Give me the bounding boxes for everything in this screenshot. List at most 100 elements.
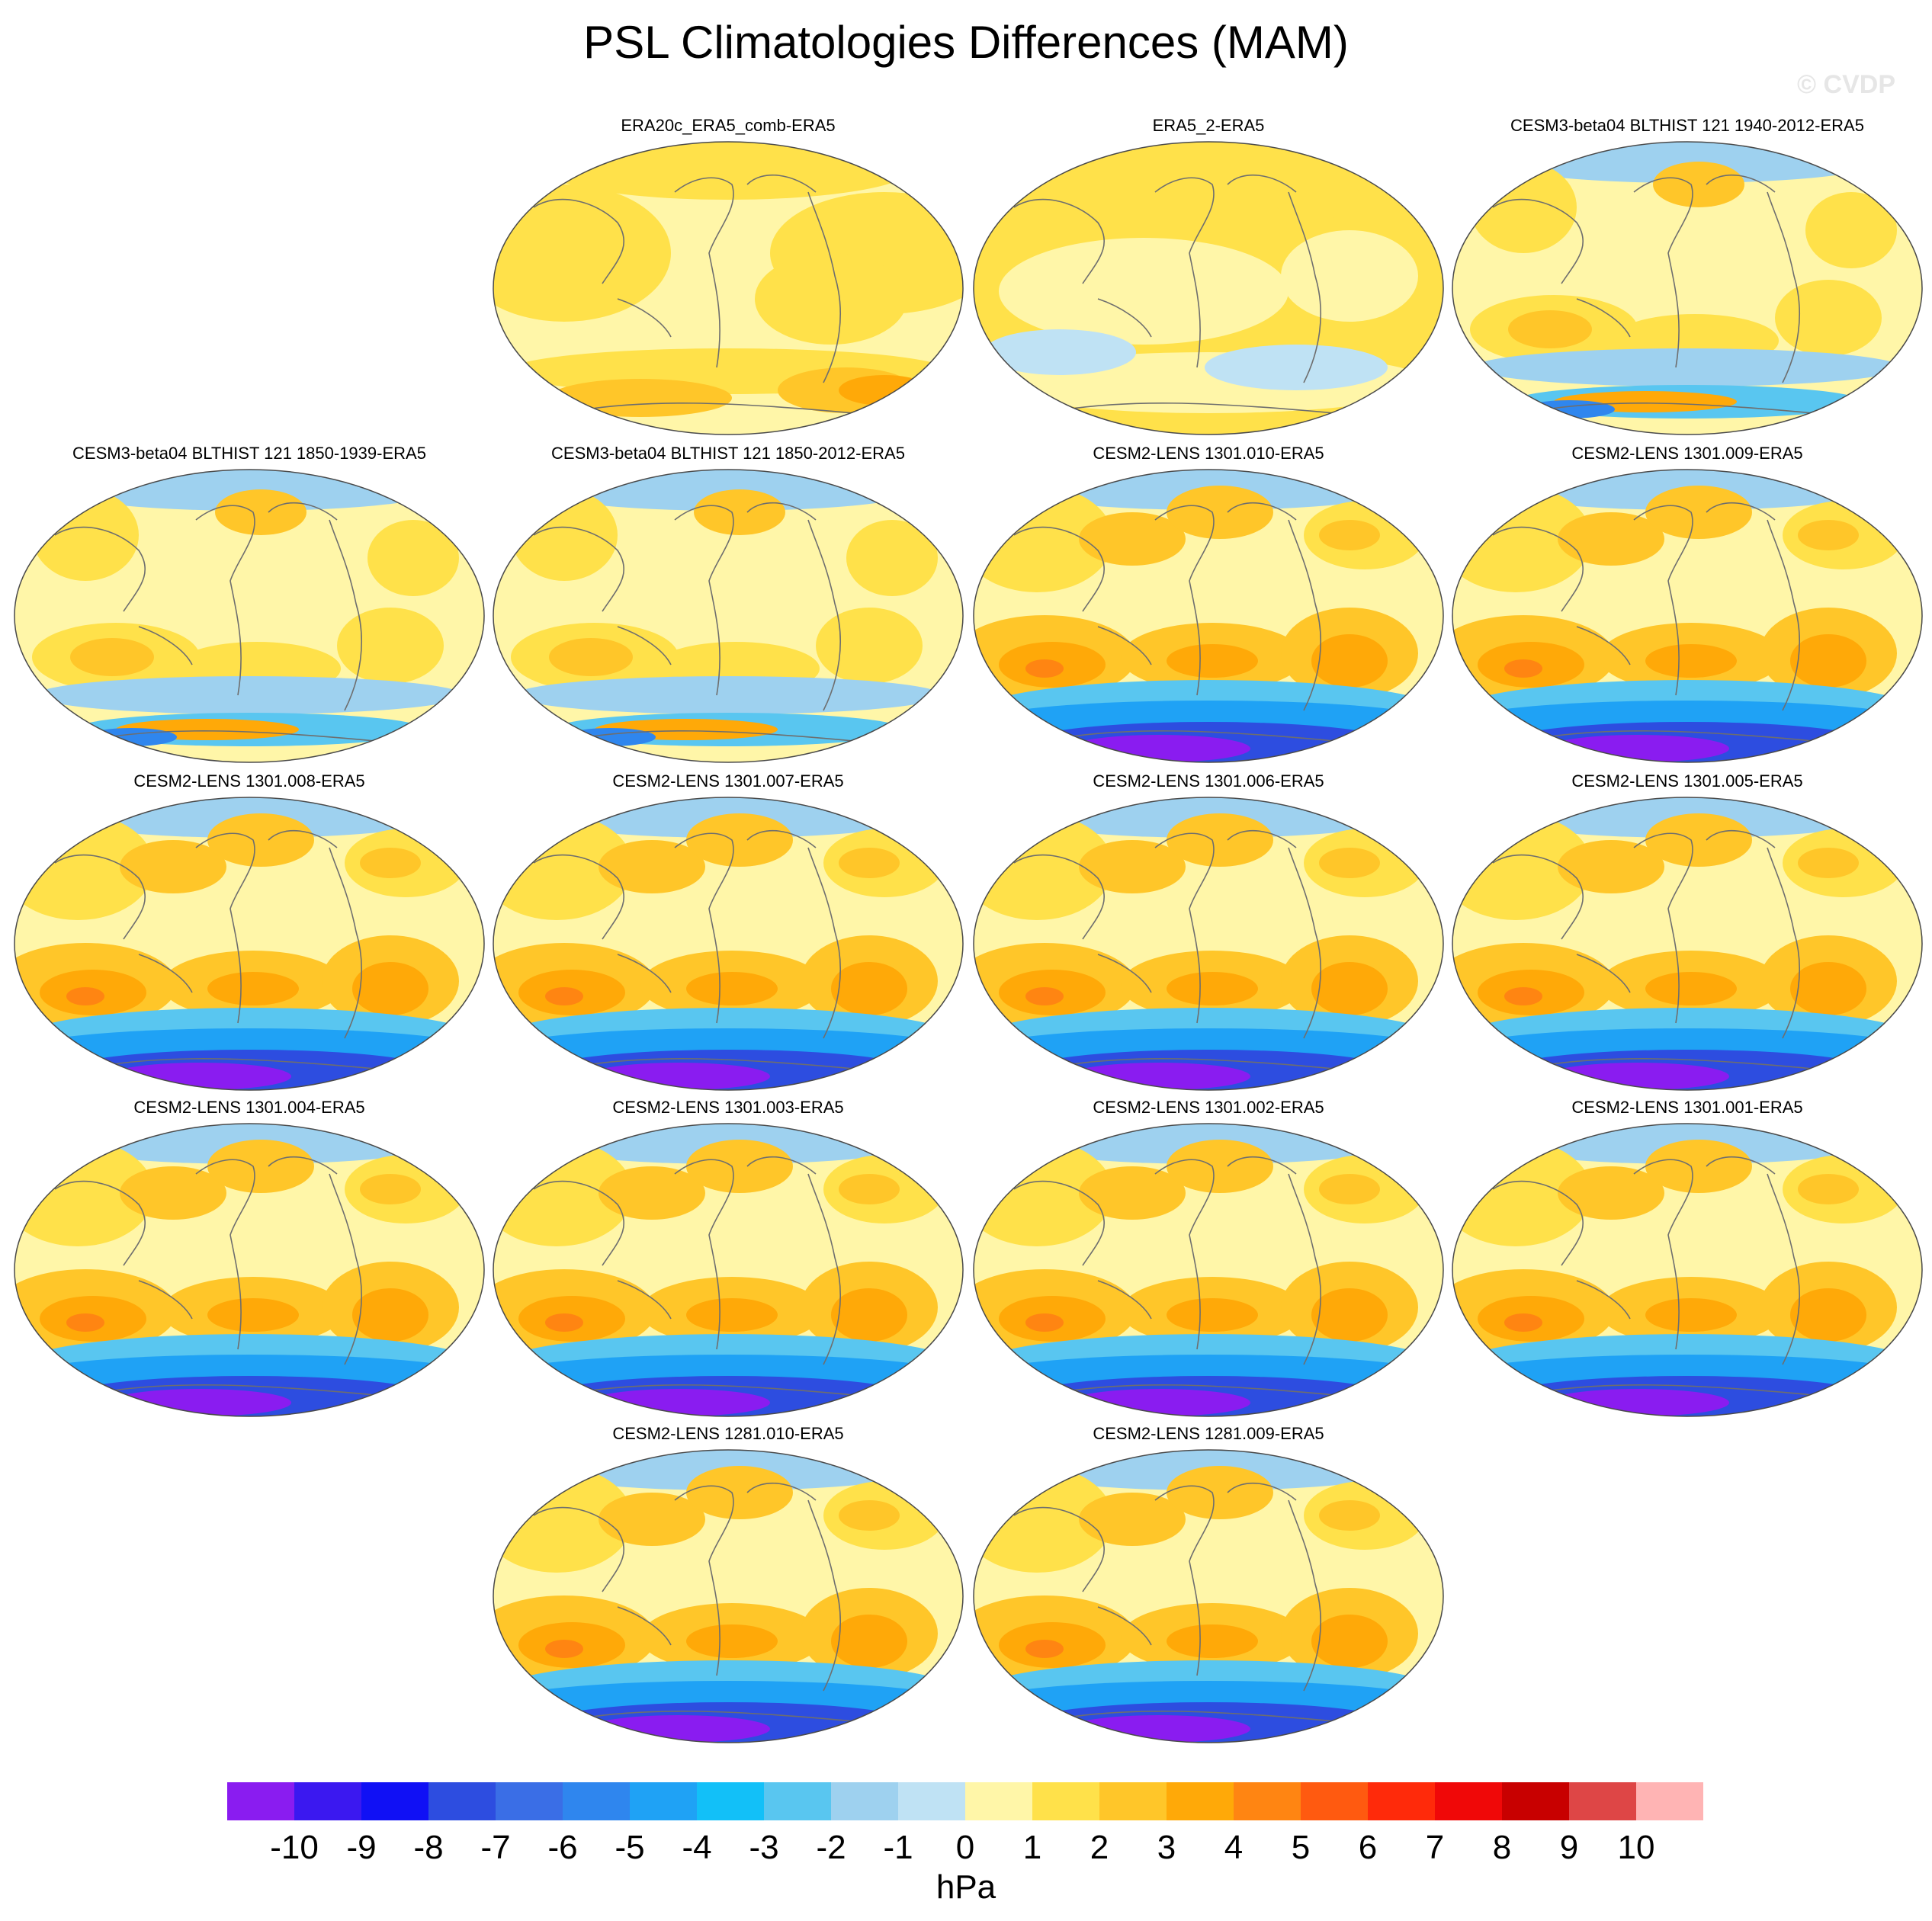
colorbar-tick-label: 8 [1492, 1829, 1512, 1866]
contour-region [1645, 813, 1752, 867]
robinson-map [1452, 1123, 1923, 1417]
coastline [563, 402, 855, 414]
colorbar-tick-label: -2 [816, 1829, 846, 1866]
contour-region [599, 840, 705, 893]
coastline [533, 1180, 625, 1266]
contour-region [587, 1063, 770, 1090]
map-panel: ERA5_2-ERA5 [968, 114, 1449, 442]
panel-title: CESM3-beta04 BLTHIST 121 1850-1939-ERA5 [72, 444, 426, 463]
contour-region [587, 1715, 770, 1743]
map-border [1452, 797, 1923, 1091]
colorbar-tick-label: 4 [1224, 1829, 1244, 1866]
contour-region [1167, 1624, 1258, 1658]
contour-region [215, 489, 306, 535]
colorbar-tick-label: 5 [1291, 1829, 1311, 1866]
contour-region [1798, 848, 1859, 878]
contour-region [1558, 1166, 1664, 1220]
coastline [617, 954, 672, 993]
coastline [1097, 1606, 1152, 1646]
contour-region [1025, 1313, 1064, 1332]
map-border [493, 1123, 964, 1417]
robinson-map [1452, 797, 1923, 1091]
contour-region [1546, 1389, 1729, 1416]
contour-region [120, 840, 226, 893]
contour-region [545, 1640, 583, 1658]
coastline [85, 1384, 376, 1396]
coastline [617, 626, 672, 665]
coastline [1097, 626, 1152, 665]
coastline [1044, 1711, 1335, 1722]
coastline [329, 1173, 362, 1365]
colorbar-tick-label: -7 [480, 1829, 511, 1866]
panel-title: CESM2-LENS 1301.008-ERA5 [133, 771, 365, 791]
coastline [1767, 1173, 1800, 1365]
panel-title: ERA20c_ERA5_comb-ERA5 [621, 116, 836, 135]
contour-region [1167, 1298, 1258, 1332]
panel-title: CESM2-LENS 1301.010-ERA5 [1093, 444, 1324, 463]
contour-region [1205, 345, 1388, 390]
contour-region [1558, 840, 1664, 893]
panel-title: CESM2-LENS 1301.004-ERA5 [133, 1098, 365, 1117]
colorbar-swatch [294, 1782, 362, 1820]
colorbar-swatch [1636, 1782, 1703, 1820]
contour-region [755, 253, 907, 345]
colorbar-swatch [1435, 1782, 1503, 1820]
contour-region [1798, 520, 1859, 550]
coastline [1013, 198, 1106, 284]
coastline [563, 730, 855, 742]
contour-region [846, 520, 938, 596]
contour-region [32, 489, 139, 581]
colorbar-swatch [1032, 1782, 1100, 1820]
robinson-map [493, 469, 964, 763]
contour-region [694, 489, 785, 535]
contour-region [1079, 1166, 1186, 1220]
contour-region [1167, 1466, 1273, 1519]
robinson-map [973, 141, 1444, 435]
map-panel: CESM3-beta04 BLTHIST 121 1850-1939-ERA5 [9, 442, 489, 770]
colorbar-swatch [1099, 1782, 1167, 1820]
coastline [1576, 1280, 1631, 1320]
coastline [1227, 174, 1297, 193]
contour-region [1079, 1493, 1186, 1546]
contour-region [1025, 659, 1064, 678]
coastline [1044, 402, 1335, 414]
coastline [1492, 854, 1584, 940]
coastline [138, 1280, 193, 1320]
coastline [1523, 1058, 1814, 1070]
contour-region [1653, 162, 1744, 207]
contour-region [686, 813, 793, 867]
colorbar-tick-label: 7 [1425, 1829, 1445, 1866]
contour-region [1558, 512, 1664, 566]
panel-title: CESM2-LENS 1301.002-ERA5 [1093, 1098, 1324, 1117]
coastline [1288, 847, 1321, 1039]
contour-region [511, 489, 618, 581]
contour-region [839, 375, 930, 406]
panel-title: CESM2-LENS 1281.009-ERA5 [1093, 1424, 1324, 1443]
coastline [617, 298, 672, 338]
colorbar-tick-label: -4 [682, 1829, 712, 1866]
colorbar-tick-label: 3 [1157, 1829, 1176, 1866]
coastline [1492, 1180, 1584, 1266]
contour-region [337, 608, 444, 684]
map-panel: CESM2-LENS 1301.004-ERA5 [9, 1096, 489, 1424]
contour-region [108, 1389, 291, 1416]
contour-region [1167, 972, 1258, 1005]
contour-region [686, 972, 778, 1005]
map-panel: CESM2-LENS 1281.010-ERA5 [488, 1422, 968, 1750]
map-border [493, 469, 964, 763]
contour-region [1025, 987, 1064, 1005]
contour-region [1504, 1313, 1542, 1332]
contour-region [1504, 659, 1542, 678]
coastline [807, 847, 841, 1039]
robinson-map [493, 1123, 964, 1417]
colorbar-tick-label: -1 [883, 1829, 913, 1866]
map-panel: CESM2-LENS 1301.001-ERA5 [1447, 1096, 1927, 1424]
map-border [14, 469, 485, 763]
panel-title: CESM2-LENS 1281.010-ERA5 [612, 1424, 844, 1443]
coastline [746, 174, 817, 193]
map-panel: CESM2-LENS 1281.009-ERA5 [968, 1422, 1449, 1750]
robinson-map [1452, 469, 1923, 763]
robinson-map [973, 797, 1444, 1091]
contour-region [839, 848, 900, 878]
contour-region [66, 1313, 104, 1332]
